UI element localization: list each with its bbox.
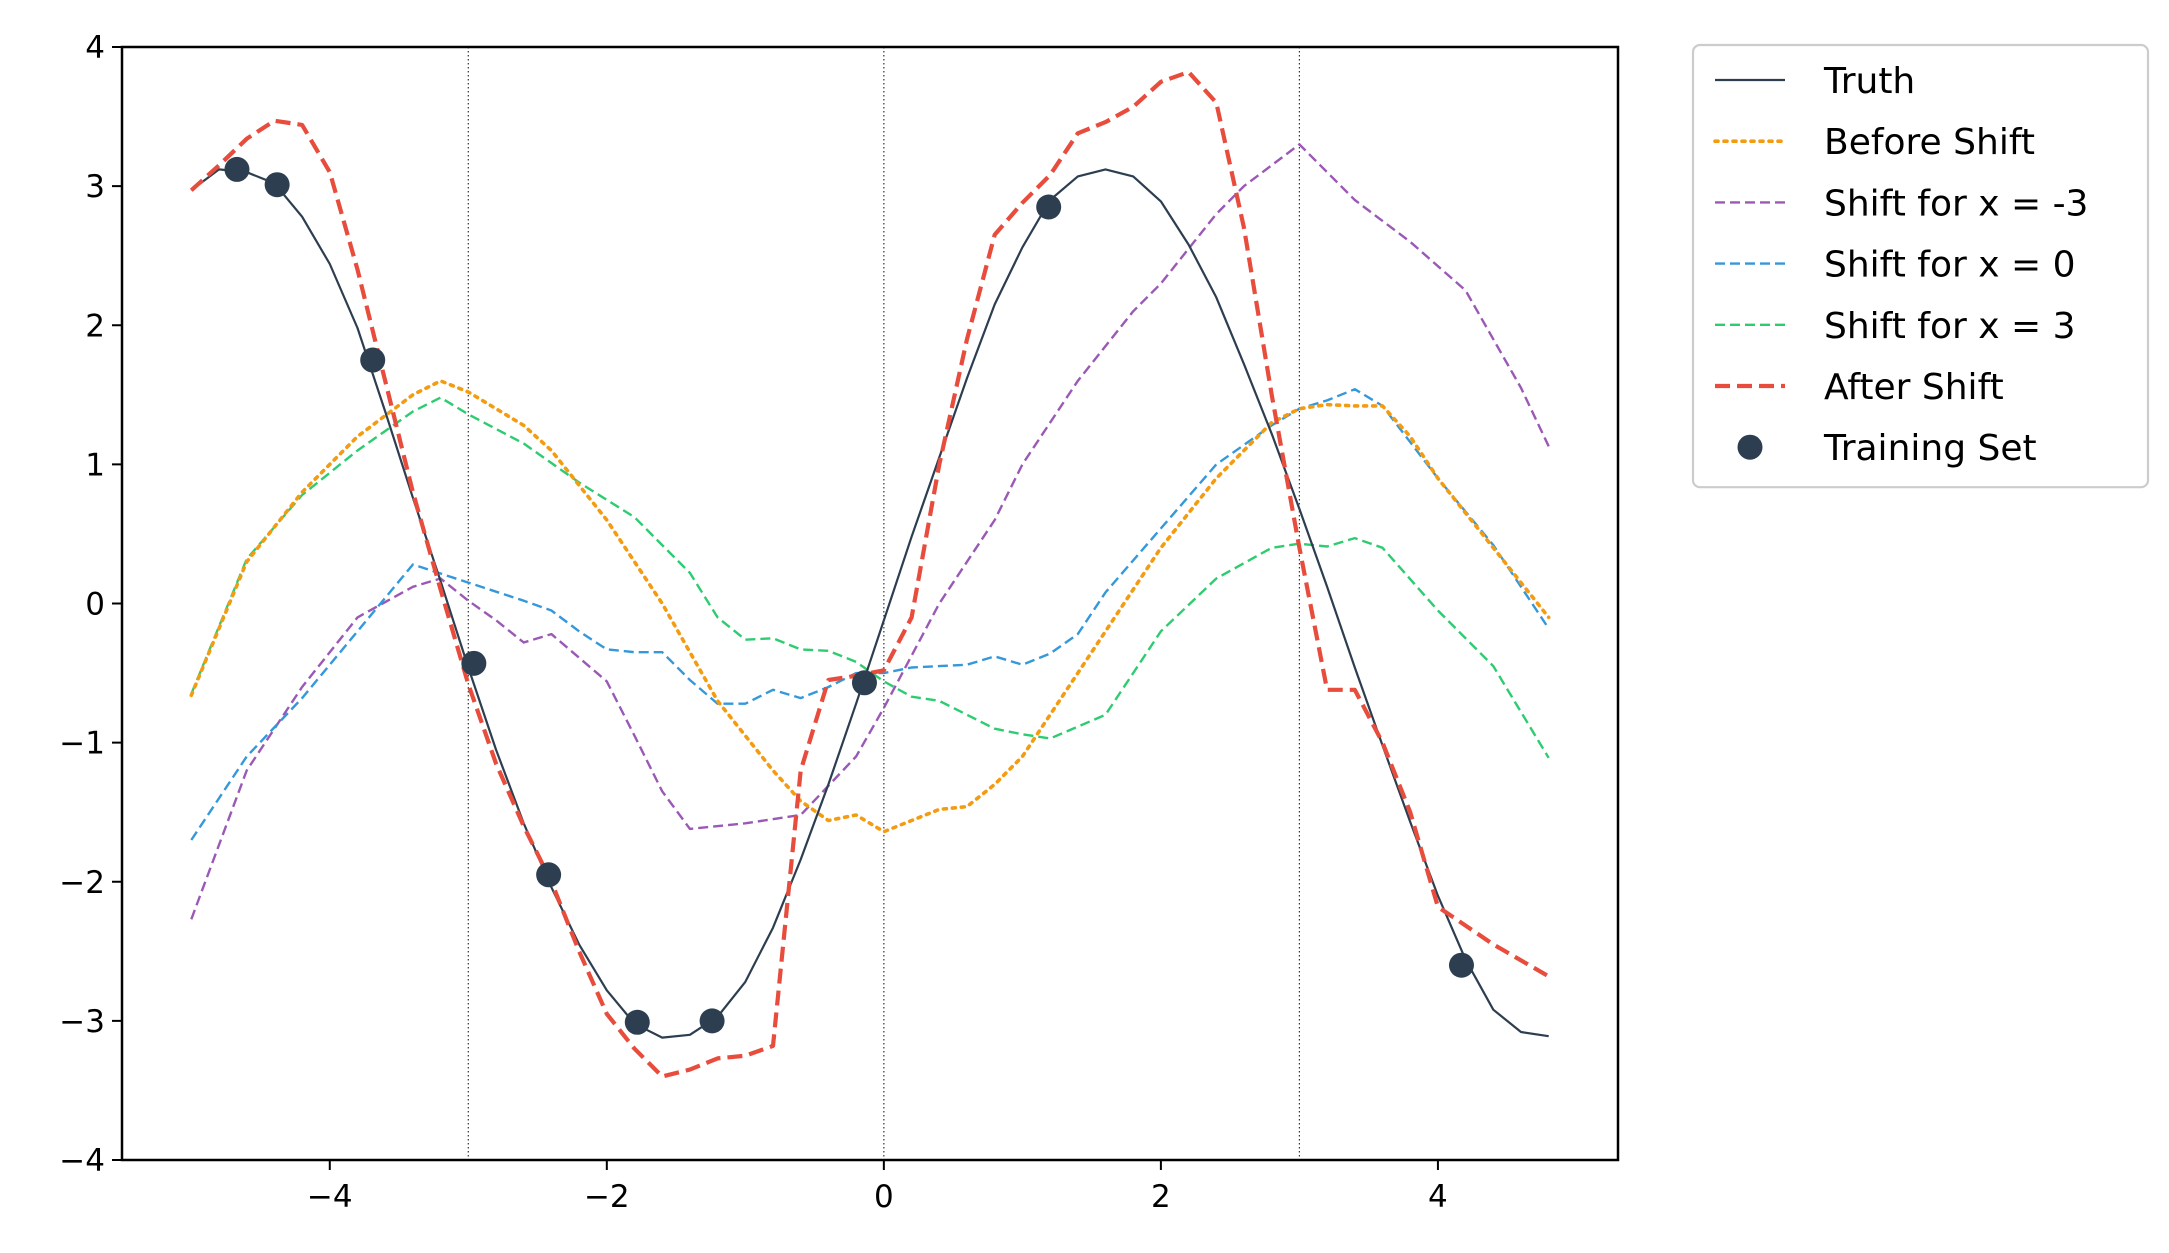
training-point: [264, 172, 290, 198]
y-tick-label: 4: [85, 30, 105, 66]
y-tick-label: −2: [59, 865, 105, 901]
legend-label-after-shift: After Shift: [1824, 367, 2004, 408]
training-point: [461, 650, 487, 676]
training-point: [624, 1009, 650, 1035]
legend-swatch-training-set: [1737, 434, 1763, 460]
series-line-after-shift: [189, 69, 1550, 1079]
x-tick-label: −4: [307, 1179, 353, 1215]
training-point: [536, 862, 562, 888]
training-point: [851, 670, 877, 696]
x-tick-label: −2: [584, 1179, 630, 1215]
x-tick-label: 4: [1428, 1179, 1448, 1215]
series-line-before-shift: [189, 379, 1551, 834]
axis-ticks: −4 −2 0 2 4 −4 −3 −2 −1 0 1 2 3 4: [59, 30, 1447, 1215]
legend-label-before-shift: Before Shift: [1824, 122, 2035, 163]
x-tick-label: 0: [874, 1179, 894, 1215]
plot-area: [189, 69, 1551, 1079]
x-tick-label: 2: [1151, 1179, 1171, 1215]
series-line-shift-for-x-3: [190, 396, 1550, 759]
y-tick-label: −3: [59, 1004, 105, 1040]
training-point: [360, 347, 386, 373]
y-tick-label: 0: [85, 587, 105, 623]
legend-label-shift-for-x-0: Shift for x = 0: [1824, 245, 2075, 286]
legend-label-shift-for-x-3: Shift for x = 3: [1824, 306, 2075, 347]
y-tick-label: −1: [59, 726, 105, 762]
legend-label-shift-for-x-3: Shift for x = -3: [1824, 183, 2088, 224]
training-point: [1448, 952, 1474, 978]
y-tick-label: 3: [85, 169, 105, 205]
training-point: [224, 156, 250, 182]
y-tick-label: 1: [85, 447, 105, 483]
training-point: [1036, 194, 1062, 220]
y-tick-label: 2: [85, 308, 105, 344]
series-line-shift-for-x-3: [190, 143, 1550, 920]
training-point: [699, 1008, 725, 1034]
legend: Truth Before Shift Shift for x = -3 Shift f…: [1691, 43, 2150, 489]
y-tick-label: −4: [59, 1143, 105, 1179]
legend-box: [1691, 43, 2150, 489]
legend-label-truth: Truth: [1823, 61, 1915, 102]
legend-label-training-set: Training Set: [1823, 428, 2037, 469]
reference-lines: [467, 47, 1301, 1160]
